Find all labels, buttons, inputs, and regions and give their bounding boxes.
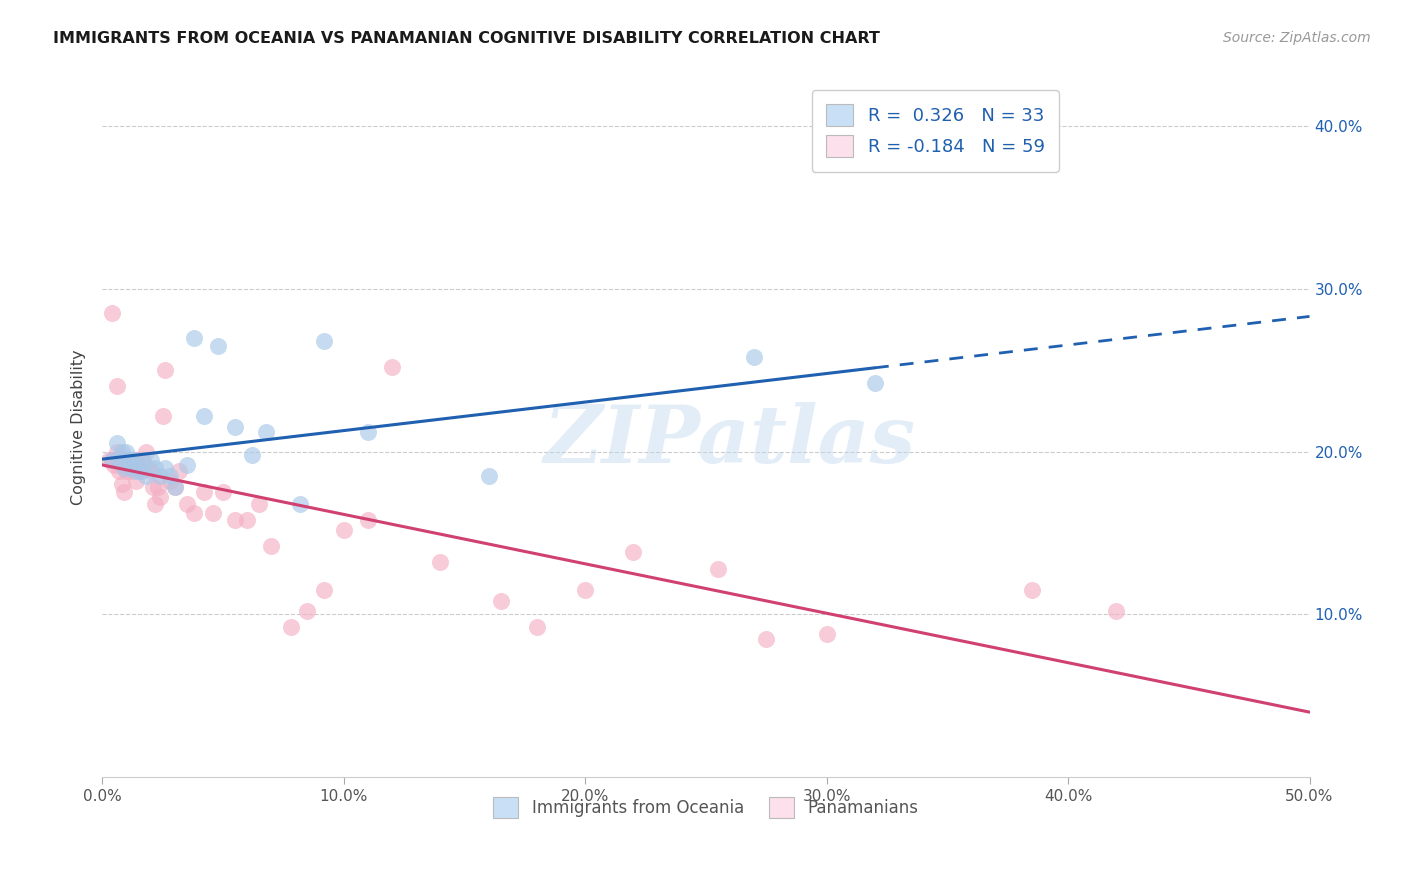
Point xyxy=(357,513,380,527)
Point xyxy=(129,464,152,478)
Point xyxy=(103,458,125,472)
Point xyxy=(163,480,186,494)
Point xyxy=(101,452,124,467)
Point xyxy=(815,626,838,640)
Point xyxy=(115,464,138,478)
Point xyxy=(152,409,174,423)
Point xyxy=(193,409,215,423)
Point xyxy=(163,480,186,494)
Point xyxy=(477,469,499,483)
Point xyxy=(108,451,131,466)
Point xyxy=(127,460,149,475)
Point xyxy=(118,458,141,472)
Point xyxy=(110,477,132,491)
Point xyxy=(105,379,128,393)
Point xyxy=(489,594,512,608)
Point xyxy=(357,425,380,439)
Point xyxy=(176,458,198,472)
Point xyxy=(120,460,142,475)
Point xyxy=(240,448,263,462)
Point xyxy=(136,460,159,475)
Point xyxy=(153,363,176,377)
Point xyxy=(139,452,162,467)
Point xyxy=(290,497,312,511)
Point xyxy=(139,464,162,478)
Point xyxy=(143,460,166,475)
Point xyxy=(115,452,138,467)
Point xyxy=(122,452,145,467)
Point xyxy=(118,452,141,467)
Point xyxy=(143,497,166,511)
Text: ZIPatlas: ZIPatlas xyxy=(544,402,917,480)
Point xyxy=(125,474,148,488)
Point xyxy=(247,497,270,511)
Point xyxy=(149,490,172,504)
Point xyxy=(146,480,169,494)
Point xyxy=(98,452,121,467)
Point xyxy=(202,507,225,521)
Point xyxy=(381,359,404,374)
Point xyxy=(125,464,148,478)
Point xyxy=(297,604,319,618)
Point xyxy=(105,444,128,458)
Point xyxy=(224,420,246,434)
Point xyxy=(125,452,148,467)
Point xyxy=(120,464,142,478)
Point xyxy=(314,334,336,348)
Point xyxy=(863,376,886,391)
Point xyxy=(742,350,765,364)
Point xyxy=(110,444,132,458)
Point xyxy=(224,513,246,527)
Point xyxy=(755,632,778,646)
Point xyxy=(260,539,283,553)
Point xyxy=(132,452,155,467)
Point xyxy=(135,444,157,458)
Point xyxy=(135,469,157,483)
Point xyxy=(429,555,451,569)
Point xyxy=(574,582,596,597)
Point xyxy=(101,452,124,467)
Point xyxy=(153,460,176,475)
Point xyxy=(132,458,155,472)
Point xyxy=(108,452,131,467)
Point xyxy=(1021,582,1043,597)
Point xyxy=(129,464,152,478)
Point xyxy=(236,513,259,527)
Point xyxy=(105,436,128,450)
Text: IMMIGRANTS FROM OCEANIA VS PANAMANIAN COGNITIVE DISABILITY CORRELATION CHART: IMMIGRANTS FROM OCEANIA VS PANAMANIAN CO… xyxy=(53,31,880,46)
Point xyxy=(207,339,229,353)
Point xyxy=(314,582,336,597)
Point xyxy=(254,425,277,439)
Point xyxy=(193,485,215,500)
Point xyxy=(101,306,124,320)
Point xyxy=(159,474,181,488)
Point xyxy=(142,480,165,494)
Point xyxy=(112,460,135,475)
Point xyxy=(110,458,132,472)
Point xyxy=(112,485,135,500)
Point xyxy=(526,620,548,634)
Text: Source: ZipAtlas.com: Source: ZipAtlas.com xyxy=(1223,31,1371,45)
Point xyxy=(115,444,138,458)
Point xyxy=(280,620,302,634)
Point xyxy=(122,452,145,467)
Legend: Immigrants from Oceania, Panamanians: Immigrants from Oceania, Panamanians xyxy=(486,791,925,824)
Point xyxy=(707,562,730,576)
Y-axis label: Cognitive Disability: Cognitive Disability xyxy=(72,350,86,505)
Point xyxy=(176,497,198,511)
Point xyxy=(159,469,181,483)
Point xyxy=(212,485,235,500)
Point xyxy=(112,452,135,467)
Point xyxy=(1105,604,1128,618)
Point xyxy=(623,545,645,559)
Point xyxy=(183,331,205,345)
Point xyxy=(127,458,149,472)
Point xyxy=(149,469,172,483)
Point xyxy=(332,523,354,537)
Point xyxy=(169,464,191,478)
Point xyxy=(108,464,131,478)
Point xyxy=(183,507,205,521)
